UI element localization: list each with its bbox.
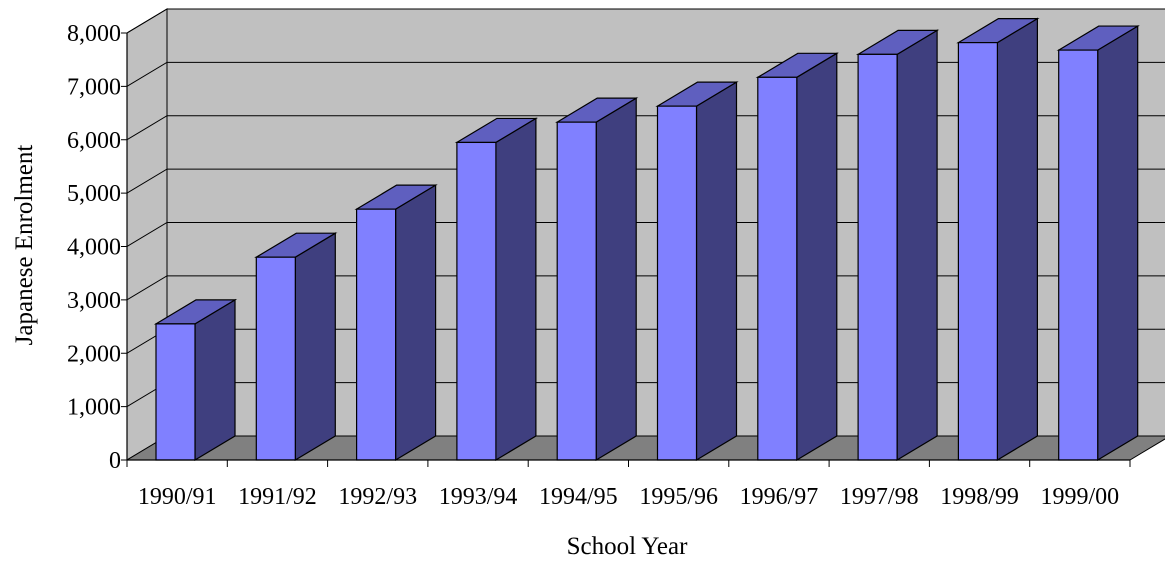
bar-front — [1058, 49, 1099, 461]
y-tick-label: 2,000 — [67, 341, 121, 367]
bar-side — [896, 29, 938, 462]
y-tick-label: 7,000 — [67, 74, 121, 100]
x-tick-label: 1990/91 — [138, 484, 217, 510]
bar-side — [294, 232, 336, 462]
y-tick-label: 3,000 — [67, 288, 121, 314]
y-tick-label: 0 — [109, 448, 121, 474]
x-tick-label: 1991/92 — [238, 484, 317, 510]
x-tick-label: 1997/98 — [840, 484, 919, 510]
bar-front — [957, 42, 999, 461]
bar — [454, 117, 539, 462]
bar — [956, 17, 1040, 462]
x-tick-label: 1992/93 — [338, 484, 417, 510]
bar — [254, 232, 338, 462]
bar — [153, 298, 238, 462]
y-tick-label: 8,000 — [67, 21, 121, 47]
x-tick-label: 1994/95 — [539, 484, 618, 510]
y-tick-labels: 0 1,000 2,000 3,000 4,000 5,000 6,000 7,000 8,00… — [67, 21, 121, 474]
x-tick-label: 1993/94 — [439, 484, 518, 510]
bar — [655, 81, 739, 462]
bars — [153, 17, 1140, 462]
bar — [354, 184, 438, 462]
y-tick-label: 6,000 — [67, 128, 121, 154]
bar-front — [757, 76, 798, 461]
y-tick-label: 1,000 — [67, 395, 121, 421]
bar-front — [456, 141, 497, 461]
bar-front — [857, 53, 898, 461]
bar — [1056, 25, 1140, 462]
bar — [555, 97, 639, 462]
bar-side — [796, 52, 838, 462]
bar-front — [255, 256, 296, 461]
axes — [121, 32, 1131, 467]
bar-side — [996, 17, 1039, 462]
y-axis-title: Japanese Enrolment — [11, 145, 38, 346]
bar-side — [695, 81, 738, 462]
y-tick-label: 5,000 — [67, 181, 121, 207]
bar-front — [656, 105, 698, 461]
bar — [755, 52, 839, 462]
bar-side — [1097, 25, 1139, 462]
x-axis-title: School Year — [567, 533, 689, 560]
y-tick-label: 4,000 — [67, 235, 121, 261]
bar-side — [595, 97, 637, 462]
bar-front — [155, 323, 196, 461]
x-tick-label: 1996/97 — [740, 484, 819, 510]
bar-side — [495, 117, 537, 462]
x-tick-label: 1995/96 — [639, 484, 718, 510]
x-tick-label: 1999/00 — [1041, 484, 1120, 510]
bar-side — [194, 298, 236, 462]
x-tick-labels: 1990/91 1991/92 1992/93 1993/94 1994/95 1995/… — [138, 484, 1119, 510]
bar-front — [556, 121, 597, 461]
bar — [855, 29, 940, 462]
bar-front — [356, 208, 397, 461]
bar-side — [395, 184, 437, 462]
x-tick-label: 1998/99 — [940, 484, 1019, 510]
gridline — [126, 8, 1165, 34]
